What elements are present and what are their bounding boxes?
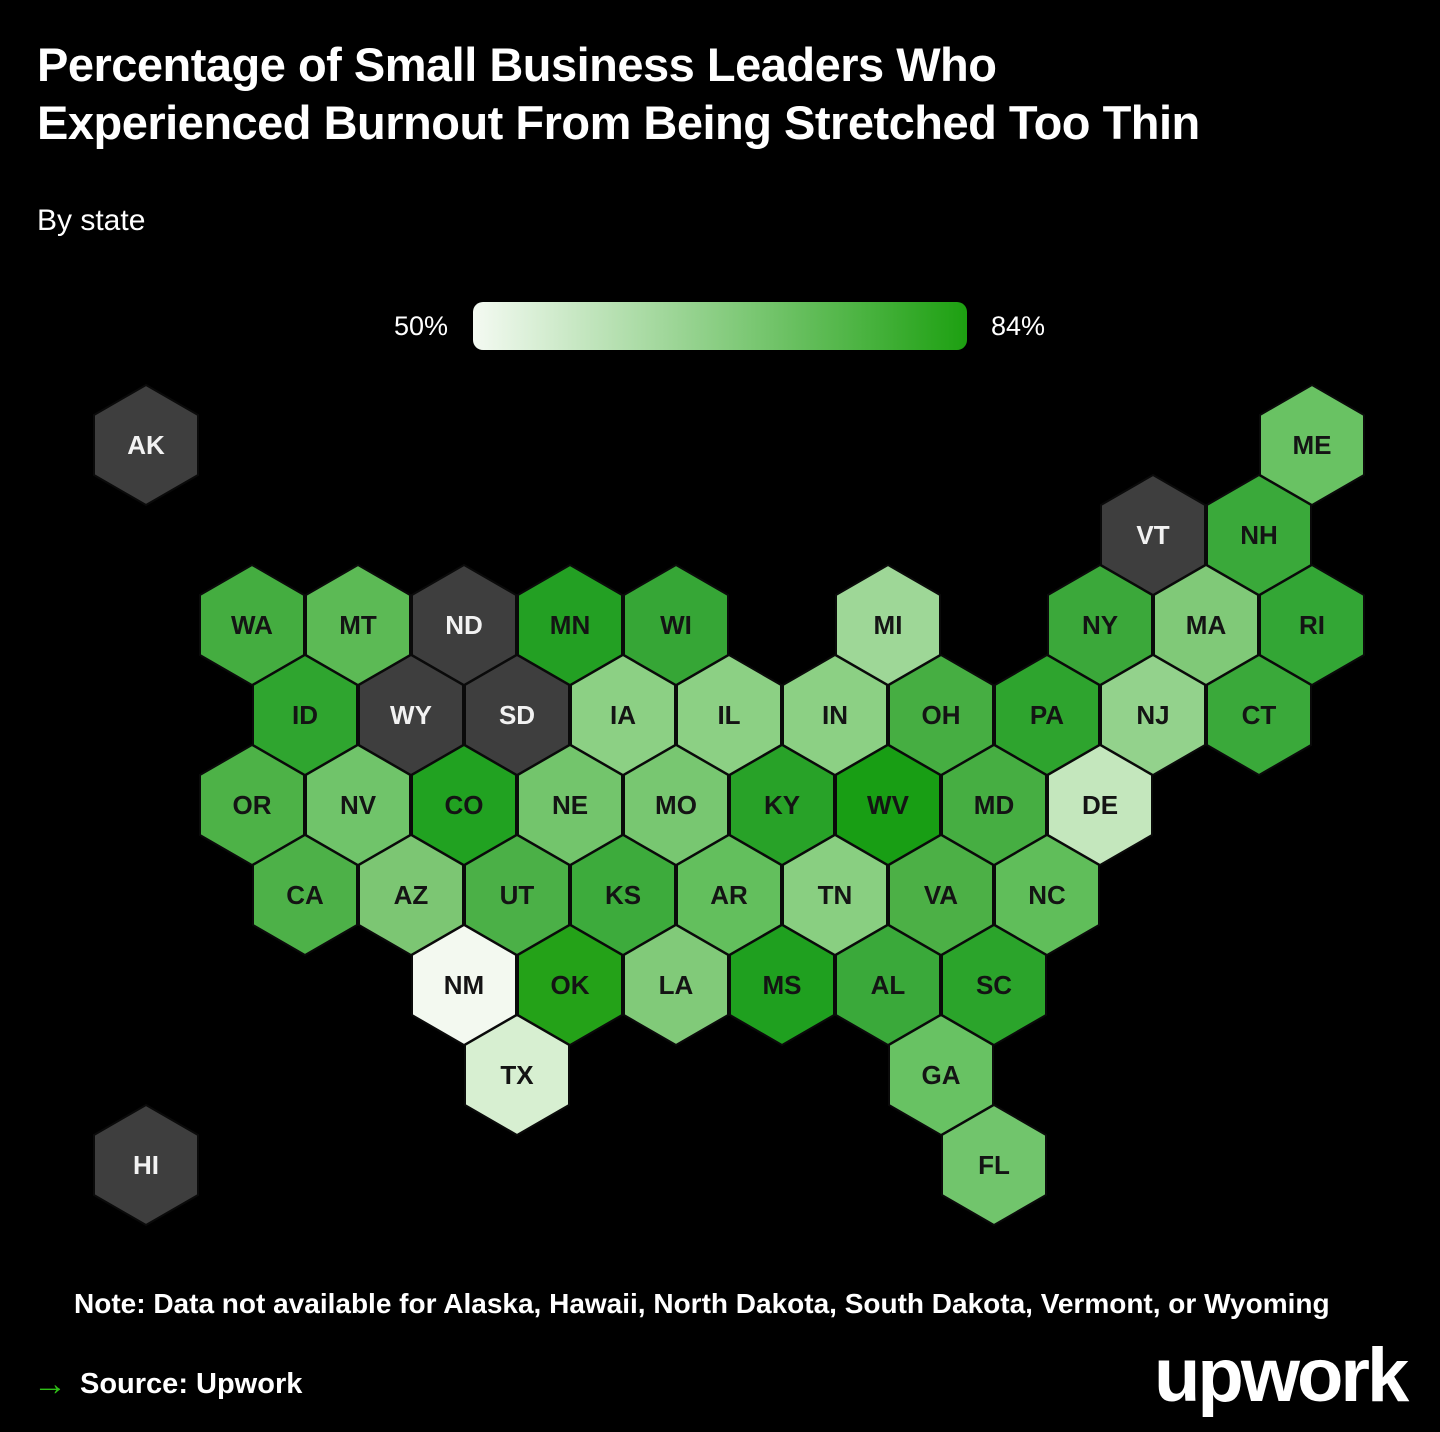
state-label-MN: MN: [550, 610, 590, 640]
legend-max-label: 84%: [991, 311, 1046, 341]
state-label-NE: NE: [552, 790, 588, 820]
page-title-line-1: Percentage of Small Business Leaders Who: [37, 38, 997, 91]
upwork-logo: upwork: [1154, 1333, 1409, 1418]
state-label-NM: NM: [444, 970, 484, 1000]
state-hex-CT: [1206, 653, 1312, 777]
state-label-IL: IL: [717, 700, 740, 730]
state-label-MT: MT: [339, 610, 377, 640]
state-hex-LA: [623, 923, 729, 1047]
state-hex-CA: [252, 833, 358, 957]
state-label-ME: ME: [1293, 430, 1332, 460]
state-label-AK: AK: [127, 430, 165, 460]
state-label-WV: WV: [867, 790, 910, 820]
state-label-MI: MI: [874, 610, 903, 640]
state-label-OK: OK: [551, 970, 590, 1000]
state-label-PA: PA: [1030, 700, 1064, 730]
state-label-DE: DE: [1082, 790, 1118, 820]
state-hex-AK: [93, 383, 199, 507]
state-label-RI: RI: [1299, 610, 1325, 640]
state-label-NJ: NJ: [1136, 700, 1169, 730]
state-label-HI: HI: [133, 1150, 159, 1180]
state-label-NC: NC: [1028, 880, 1066, 910]
state-label-CO: CO: [445, 790, 484, 820]
state-label-IN: IN: [822, 700, 848, 730]
state-label-LA: LA: [659, 970, 694, 1000]
source-label: Source: Upwork: [80, 1368, 303, 1400]
state-label-KS: KS: [605, 880, 641, 910]
state-label-AZ: AZ: [394, 880, 429, 910]
state-label-SC: SC: [976, 970, 1012, 1000]
subtitle: By state: [37, 204, 146, 237]
state-label-IA: IA: [610, 700, 636, 730]
state-label-WI: WI: [660, 610, 692, 640]
state-label-UT: UT: [500, 880, 535, 910]
note-text: Note: Data not available for Alaska, Haw…: [74, 1288, 1330, 1319]
state-label-MS: MS: [763, 970, 802, 1000]
state-label-MA: MA: [1186, 610, 1227, 640]
state-label-VT: VT: [1136, 520, 1169, 550]
state-hex-TX: [464, 1013, 570, 1137]
state-label-KY: KY: [764, 790, 800, 820]
state-label-AR: AR: [710, 880, 748, 910]
legend-gradient-bar: [473, 302, 967, 350]
state-hex-HI: [93, 1103, 199, 1227]
state-label-ID: ID: [292, 700, 318, 730]
state-label-SD: SD: [499, 700, 535, 730]
state-label-TX: TX: [500, 1060, 534, 1090]
state-label-CA: CA: [286, 880, 324, 910]
arrow-right-icon: →: [33, 1365, 67, 1403]
source-row: → Source: Upwork: [33, 1366, 302, 1402]
state-label-WA: WA: [231, 610, 273, 640]
state-label-VA: VA: [924, 880, 958, 910]
state-label-MO: MO: [655, 790, 697, 820]
legend-min-label: 50%: [393, 311, 448, 341]
page-title-line-2: Experienced Burnout From Being Stretched…: [37, 96, 1200, 149]
state-label-GA: GA: [922, 1060, 961, 1090]
state-label-NH: NH: [1240, 520, 1278, 550]
state-label-OR: OR: [233, 790, 272, 820]
state-label-AL: AL: [871, 970, 906, 1000]
state-label-ND: ND: [445, 610, 483, 640]
state-label-OH: OH: [922, 700, 961, 730]
state-label-TN: TN: [818, 880, 853, 910]
state-label-NV: NV: [340, 790, 377, 820]
state-label-CT: CT: [1242, 700, 1277, 730]
state-hex-MS: [729, 923, 835, 1047]
state-label-NY: NY: [1082, 610, 1118, 640]
state-hex-FL: [941, 1103, 1047, 1227]
state-label-WY: WY: [390, 700, 432, 730]
state-label-MD: MD: [974, 790, 1014, 820]
state-label-FL: FL: [978, 1150, 1010, 1180]
